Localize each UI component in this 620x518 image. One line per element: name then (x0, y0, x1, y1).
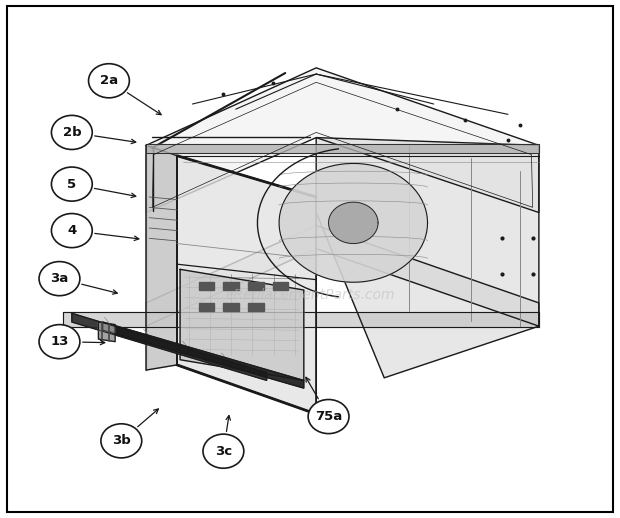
Circle shape (39, 325, 80, 358)
Text: 2b: 2b (63, 126, 81, 139)
Text: eReplacementParts.com: eReplacementParts.com (225, 288, 395, 302)
Text: 3b: 3b (112, 435, 131, 448)
Text: 3a: 3a (50, 272, 69, 285)
Polygon shape (63, 312, 539, 327)
Circle shape (308, 399, 349, 434)
Polygon shape (177, 156, 316, 414)
Text: 75a: 75a (315, 410, 342, 423)
Text: 4: 4 (67, 224, 76, 237)
Polygon shape (146, 144, 539, 153)
Bar (223, 303, 239, 311)
Circle shape (89, 64, 130, 98)
Polygon shape (146, 146, 177, 370)
Circle shape (203, 434, 244, 468)
Bar (248, 303, 264, 311)
Polygon shape (180, 269, 304, 380)
Polygon shape (316, 138, 539, 378)
Text: 2a: 2a (100, 74, 118, 87)
Bar (248, 282, 264, 290)
Polygon shape (146, 68, 539, 212)
Polygon shape (72, 313, 267, 380)
Bar (223, 282, 239, 290)
Polygon shape (103, 322, 304, 388)
Bar (198, 282, 214, 290)
Circle shape (51, 213, 92, 248)
Polygon shape (99, 322, 115, 342)
Bar (273, 282, 288, 290)
Polygon shape (146, 225, 539, 326)
Text: 3c: 3c (215, 444, 232, 458)
Polygon shape (279, 164, 428, 282)
Circle shape (101, 424, 142, 458)
Polygon shape (177, 156, 316, 414)
Bar (198, 303, 214, 311)
Circle shape (39, 262, 80, 296)
Circle shape (51, 116, 92, 150)
Text: 5: 5 (68, 178, 76, 191)
Text: 13: 13 (50, 335, 69, 348)
Circle shape (51, 167, 92, 201)
Polygon shape (329, 202, 378, 243)
